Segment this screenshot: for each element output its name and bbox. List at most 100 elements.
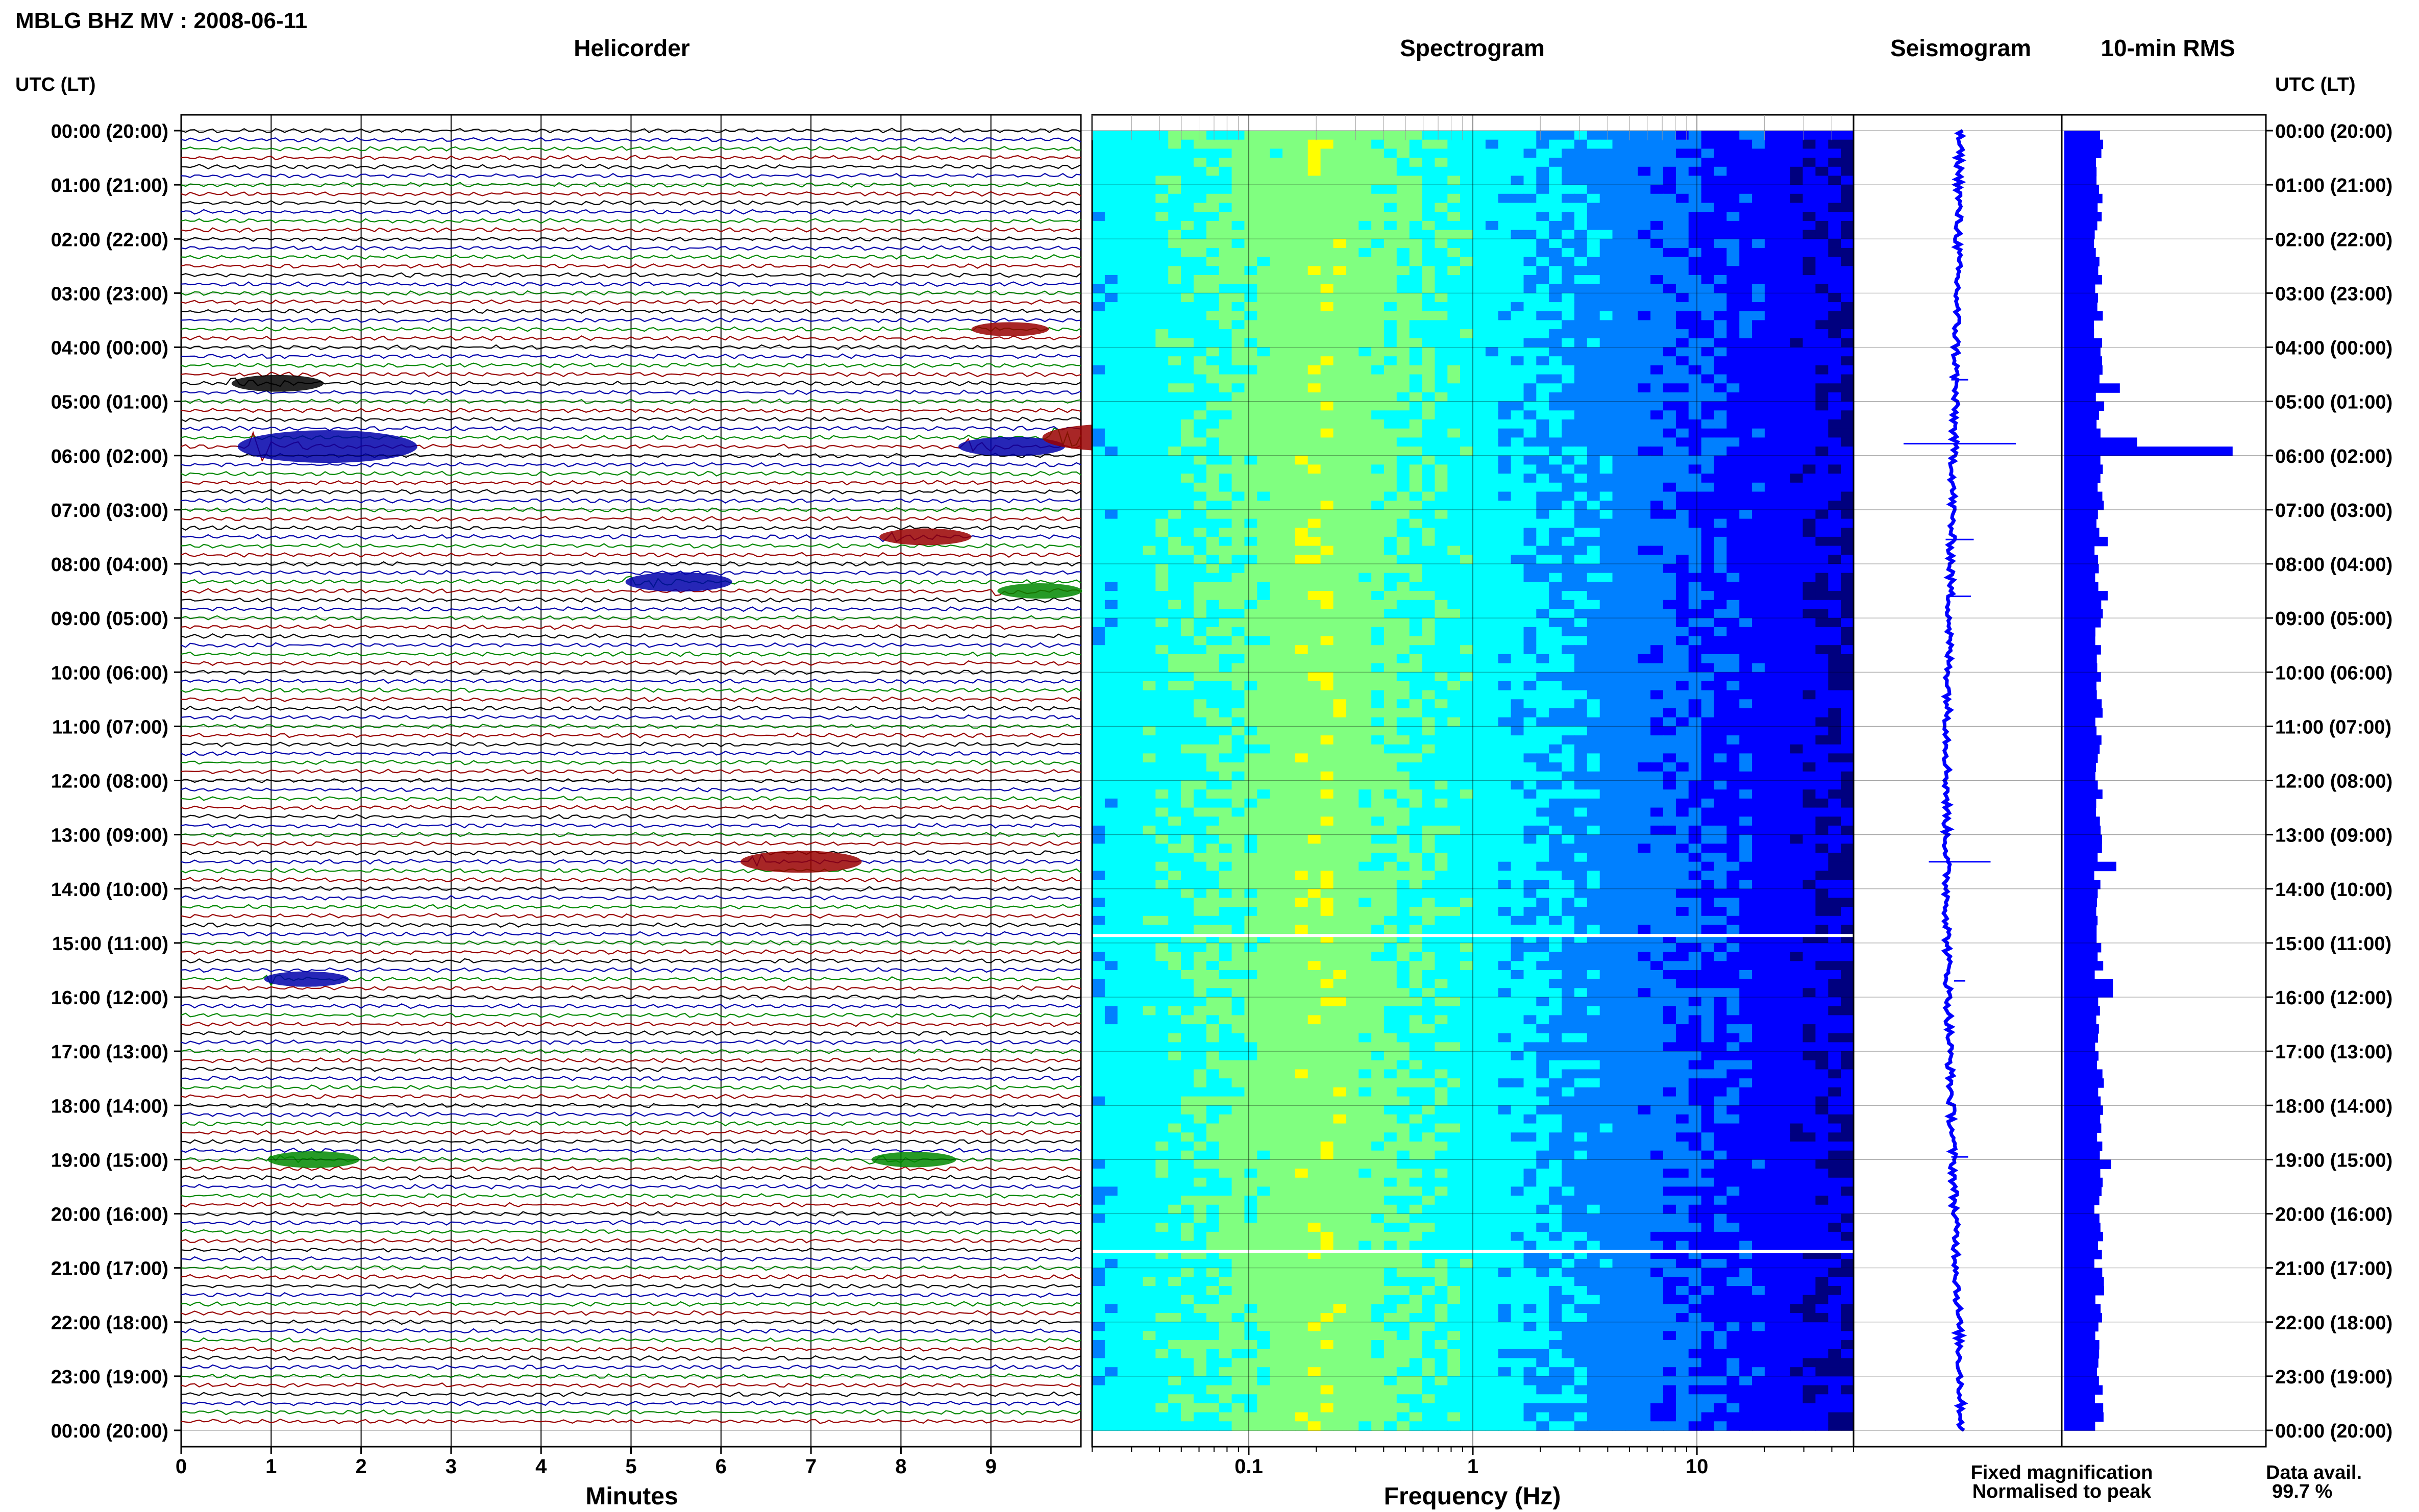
spectrogram-cell — [1650, 636, 1664, 646]
spectrogram-cell — [1815, 663, 1829, 673]
spectrogram-cell — [1752, 555, 1765, 564]
spectrogram-cell — [1841, 356, 1854, 366]
spectrogram-cell — [1206, 663, 1220, 673]
spectrogram-cell — [1409, 447, 1423, 456]
spectrogram-cell — [1549, 672, 1562, 682]
spectrogram-cell — [1828, 753, 1841, 763]
spectrogram-cell — [1523, 329, 1537, 339]
spectrogram-cell — [1193, 536, 1207, 547]
spectrogram-cell — [1396, 220, 1410, 231]
spectrogram-cell — [1574, 834, 1588, 845]
spectrogram-cell — [1206, 627, 1220, 637]
spectrogram-cell — [1650, 708, 1664, 718]
spectrogram-cell — [1485, 374, 1499, 384]
spectrogram-cell — [1587, 302, 1600, 312]
spectrogram-cell — [1701, 546, 1715, 556]
spectrogram-cell — [1092, 518, 1105, 529]
spectrogram-cell — [1447, 239, 1461, 249]
spectrogram-cell — [1485, 365, 1499, 375]
helicorder-trace — [181, 678, 1081, 684]
spectrogram-cell — [1206, 546, 1220, 556]
spectrogram-cell — [1549, 139, 1562, 150]
spectrogram-cell — [1726, 347, 1740, 357]
spectrogram-cell — [1638, 573, 1651, 583]
spectrogram-cell — [1460, 807, 1473, 817]
spectrogram-cell — [1473, 844, 1486, 853]
spectrogram-cell — [1384, 338, 1397, 348]
spectrogram-cell — [1764, 699, 1778, 709]
spectrogram-cell — [1396, 193, 1410, 204]
spectrogram-cell — [1485, 437, 1499, 447]
spectrogram-cell — [1714, 825, 1727, 835]
spectrogram-cell — [1231, 356, 1245, 366]
spectrogram-cell — [1675, 131, 1689, 140]
spectrogram-cell — [1473, 536, 1486, 547]
helicorder-x-tick-label: 8 — [895, 1455, 906, 1478]
spectrogram-cell — [1726, 762, 1740, 772]
spectrogram-cell — [1435, 185, 1448, 194]
spectrogram-cell — [1295, 284, 1309, 294]
spectrogram-cell — [1625, 726, 1639, 736]
spectrogram-cell — [1675, 230, 1689, 240]
spectrogram-cell — [1650, 681, 1664, 691]
spectrogram-cell — [1447, 266, 1461, 276]
spectrogram-cell — [1511, 437, 1524, 447]
spectrogram-cell — [1688, 699, 1702, 709]
spectrogram-cell — [1790, 166, 1804, 177]
spectrogram-cell — [1460, 546, 1473, 556]
spectrogram-cell — [1104, 347, 1118, 357]
spectrogram-title: Spectrogram — [1400, 35, 1545, 61]
spectrogram-cell — [1333, 582, 1347, 591]
spectrogram-cell — [1511, 284, 1524, 294]
spectrogram-cell — [1574, 247, 1588, 258]
spectrogram-cell — [1562, 185, 1575, 194]
helicorder-trace — [181, 172, 1081, 179]
spectrogram-cell — [1815, 717, 1829, 727]
spectrogram-cell — [1498, 302, 1512, 312]
spectrogram-cell — [1117, 347, 1131, 357]
spectrogram-cell — [1092, 807, 1105, 817]
spectrogram-cell — [1675, 257, 1689, 267]
spectrogram-cell — [1599, 536, 1613, 547]
spectrogram-cell — [1523, 166, 1537, 177]
spectrogram-cell — [1206, 239, 1220, 249]
spectrogram-cell — [1346, 176, 1359, 185]
spectrogram-cell — [1612, 555, 1626, 564]
spectrogram-cell — [1231, 807, 1245, 817]
spectrogram-cell — [1523, 257, 1537, 267]
spectrogram-cell — [1320, 392, 1334, 402]
spectrogram-cell — [1663, 627, 1676, 637]
spectrogram-cell — [1143, 591, 1156, 601]
spectrogram-cell — [1359, 618, 1372, 628]
spectrogram-cell — [1815, 383, 1829, 393]
spectrogram-cell — [1777, 293, 1791, 303]
spectrogram-cell — [1282, 609, 1296, 618]
spectrogram-cell — [1447, 158, 1461, 167]
spectrogram-cell — [1714, 275, 1727, 285]
spectrogram-cell — [1574, 428, 1588, 438]
spectrogram-cell — [1282, 374, 1296, 384]
spectrogram-cell — [1396, 654, 1410, 664]
spectrogram-cell — [1460, 573, 1473, 583]
spectrogram-cell — [1320, 636, 1334, 646]
spectrogram-cell — [1511, 645, 1524, 655]
spectrogram-cell — [1117, 474, 1131, 483]
spectrogram-cell — [1714, 509, 1727, 519]
spectrogram-cell — [1562, 528, 1575, 537]
spectrogram-cell — [1282, 447, 1296, 456]
spectrogram-cell — [1307, 410, 1321, 420]
spectrogram-cell — [1333, 509, 1347, 519]
spectrogram-cell — [1435, 302, 1448, 312]
spectrogram-cell — [1701, 338, 1715, 348]
spectrogram-cell — [1790, 247, 1804, 258]
spectrogram-cell — [1359, 807, 1372, 817]
spectrogram-cell — [1117, 564, 1131, 574]
spectrogram-cell — [1599, 428, 1613, 438]
spectrogram-cell — [1092, 148, 1105, 158]
helicorder-trace — [181, 145, 1081, 152]
spectrogram-cell — [1193, 447, 1207, 456]
spectrogram-cell — [1549, 509, 1562, 519]
spectrogram-cell — [1752, 193, 1765, 204]
spectrogram-cell — [1473, 220, 1486, 231]
spectrogram-cell — [1739, 780, 1752, 790]
